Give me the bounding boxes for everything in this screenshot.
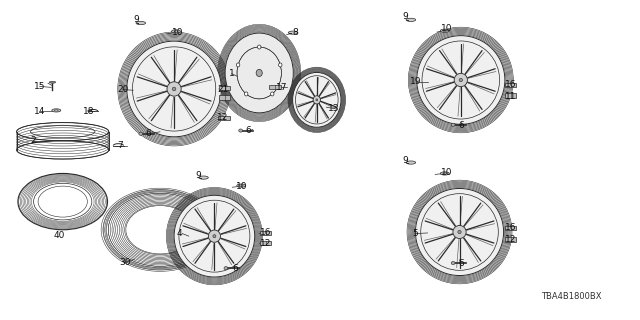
Ellipse shape	[213, 235, 216, 238]
Ellipse shape	[236, 63, 240, 67]
Ellipse shape	[256, 69, 262, 76]
Ellipse shape	[458, 230, 461, 234]
Polygon shape	[505, 237, 516, 242]
Text: 9: 9	[196, 171, 201, 180]
Text: 16: 16	[505, 223, 516, 232]
Ellipse shape	[406, 18, 416, 21]
Text: 6: 6	[458, 121, 463, 130]
Ellipse shape	[443, 173, 447, 174]
Ellipse shape	[136, 21, 146, 25]
Ellipse shape	[288, 31, 298, 34]
Polygon shape	[505, 226, 516, 230]
Ellipse shape	[167, 82, 181, 96]
Text: 12: 12	[217, 113, 228, 122]
Text: 6: 6	[458, 259, 463, 268]
Ellipse shape	[451, 261, 455, 265]
Ellipse shape	[257, 45, 261, 49]
Text: 16: 16	[505, 80, 516, 89]
Text: 9: 9	[403, 156, 408, 165]
Text: 9: 9	[403, 12, 408, 21]
Text: 6: 6	[146, 129, 151, 138]
Text: 15: 15	[34, 82, 45, 91]
Text: 40: 40	[53, 231, 65, 240]
Text: TBA4B1800BX: TBA4B1800BX	[541, 292, 602, 301]
Polygon shape	[218, 116, 230, 120]
Ellipse shape	[54, 110, 58, 111]
Text: 10: 10	[441, 168, 452, 177]
Ellipse shape	[52, 109, 61, 112]
Text: 21: 21	[217, 85, 228, 94]
Text: 20: 20	[117, 85, 129, 94]
Text: 4: 4	[177, 229, 182, 238]
Polygon shape	[219, 95, 230, 100]
Text: 6: 6	[246, 126, 251, 135]
Text: 8: 8	[293, 28, 298, 37]
Text: 12: 12	[260, 239, 271, 248]
Ellipse shape	[453, 226, 466, 238]
Text: 13: 13	[328, 104, 340, 113]
Polygon shape	[219, 86, 230, 90]
Ellipse shape	[316, 99, 317, 101]
Ellipse shape	[127, 41, 221, 137]
Polygon shape	[505, 93, 516, 98]
Ellipse shape	[237, 184, 246, 187]
Ellipse shape	[451, 123, 455, 126]
Ellipse shape	[172, 30, 180, 33]
Text: 1: 1	[229, 69, 234, 78]
Ellipse shape	[126, 206, 194, 254]
Ellipse shape	[225, 33, 293, 113]
Ellipse shape	[417, 36, 505, 124]
Ellipse shape	[440, 29, 449, 32]
Text: 30: 30	[119, 258, 131, 267]
Ellipse shape	[292, 72, 341, 127]
Text: 10: 10	[441, 24, 452, 33]
Ellipse shape	[454, 73, 467, 87]
Text: 10: 10	[172, 28, 184, 36]
Text: 12: 12	[505, 235, 516, 244]
Ellipse shape	[174, 31, 178, 32]
Polygon shape	[269, 85, 281, 89]
Ellipse shape	[440, 172, 449, 175]
Ellipse shape	[415, 188, 504, 276]
Text: 11: 11	[505, 92, 516, 100]
Text: 5: 5	[412, 229, 417, 238]
Ellipse shape	[172, 87, 176, 91]
Ellipse shape	[239, 185, 243, 186]
Text: 18: 18	[83, 107, 94, 116]
Text: 2: 2	[31, 136, 36, 145]
Text: 7: 7	[118, 141, 123, 150]
Text: 19: 19	[410, 77, 422, 86]
Ellipse shape	[198, 176, 209, 179]
Ellipse shape	[459, 78, 463, 82]
Ellipse shape	[224, 267, 228, 270]
Polygon shape	[260, 241, 271, 245]
Ellipse shape	[278, 63, 282, 67]
Ellipse shape	[313, 96, 321, 104]
Text: 10: 10	[236, 182, 248, 191]
Ellipse shape	[209, 230, 220, 242]
Text: 6: 6	[233, 264, 238, 273]
Text: 17: 17	[276, 83, 287, 92]
Ellipse shape	[406, 161, 416, 164]
Ellipse shape	[33, 183, 92, 220]
Ellipse shape	[239, 129, 243, 132]
Text: 9: 9	[134, 15, 139, 24]
Ellipse shape	[443, 30, 447, 31]
Ellipse shape	[139, 132, 143, 135]
Ellipse shape	[174, 195, 255, 277]
Polygon shape	[260, 231, 271, 235]
Polygon shape	[505, 83, 516, 87]
Ellipse shape	[49, 81, 56, 83]
Ellipse shape	[244, 92, 248, 96]
Text: 16: 16	[260, 228, 271, 237]
Text: 14: 14	[34, 107, 45, 116]
Ellipse shape	[271, 92, 274, 96]
